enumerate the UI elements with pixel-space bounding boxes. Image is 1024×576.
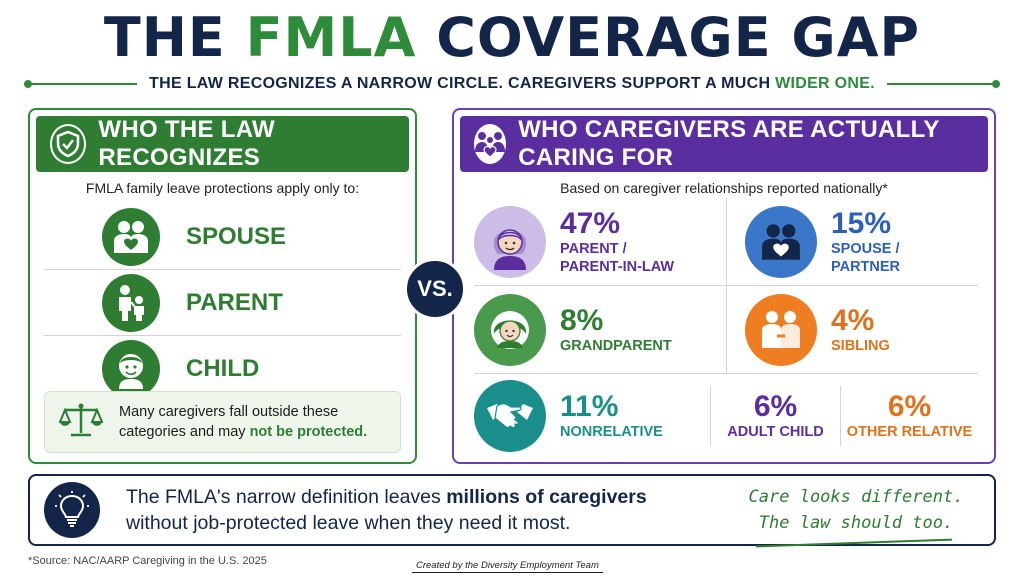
actual-care-panel: WHO CAREGIVERS ARE ACTUALLY CARING FOR B… [452, 108, 996, 464]
stat-relation: OTHER RELATIVE [846, 424, 973, 440]
stat-text: 8% GRANDPARENT [560, 303, 672, 355]
stat-relation: SIBLING [831, 337, 890, 354]
actual-care-header: WHO CAREGIVERS ARE ACTUALLY CARING FOR [460, 116, 988, 172]
stat-percent: 6% [887, 390, 932, 423]
stat-percent: 11% [560, 390, 619, 423]
stats-row: 47% PARENT / PARENT-IN-LAW 15% SPOUSE / … [474, 198, 978, 286]
handshake-icon [474, 380, 546, 452]
banner-message: The FMLA's narrow definition leaves mill… [126, 486, 647, 534]
shield-check-icon [50, 124, 87, 164]
divider-left [23, 80, 138, 88]
elder-woman-icon [474, 205, 546, 278]
stat-text: 4% SIBLING [831, 303, 890, 355]
source-note: *Source: NAC/AARP Caregiving in the U.S.… [28, 555, 267, 567]
stats-row: 8% GRANDPARENT 4% SIBLING [474, 286, 978, 374]
stat-percent: 6% [753, 390, 798, 423]
stat-relation: PARENT-IN-LAW [560, 258, 675, 275]
law-intro: FMLA family leave protections apply only… [85, 180, 360, 196]
tagline-underline [756, 538, 952, 548]
stat-nonrelative: 11% NONRELATIVE [474, 374, 710, 458]
lightbulb-icon [44, 482, 100, 538]
subtitle: THE LAW RECOGNIZES A NARROW CIRCLE. CARE… [149, 75, 875, 92]
stat-relation: ADULT CHILD [727, 424, 824, 440]
couple-heart-icon [102, 207, 160, 266]
grandparent-icon [474, 293, 546, 366]
tagline-line: Care looks different. [748, 487, 964, 507]
stat-text: 47% PARENT / PARENT-IN-LAW [560, 206, 675, 276]
stat-relation: PARENT / [560, 240, 627, 257]
stat-percent: 4% [831, 303, 875, 337]
law-recognizes-panel: WHO THE LAW RECOGNIZES FMLA family leave… [28, 108, 417, 464]
vs-badge: VS. [404, 258, 466, 320]
law-item-label: PARENT [186, 288, 283, 316]
law-item-label: SPOUSE [186, 222, 287, 250]
law-recognizes-title: WHO THE LAW RECOGNIZES [98, 116, 275, 171]
stat-percent: 47% [560, 206, 621, 240]
stat-parent: 47% PARENT / PARENT-IN-LAW [474, 198, 726, 285]
law-category-list: SPOUSE PARENT CHILD [44, 204, 401, 402]
stat-relation: GRANDPARENT [560, 337, 672, 354]
bottom-banner: The FMLA's narrow definition leaves mill… [28, 474, 996, 548]
page-title: THE FMLA COVERAGE GAP [103, 6, 921, 69]
siblings-icon [745, 293, 817, 366]
stat-spouse: 15% SPOUSE / PARTNER [726, 198, 978, 285]
law-item-child: CHILD [44, 336, 401, 402]
law-item-parent: PARENT [44, 270, 401, 336]
actual-care-title: WHO CAREGIVERS ARE ACTUALLY CARING FOR [518, 116, 940, 171]
stat-relation: SPOUSE / [831, 240, 900, 257]
subtitle-row: THE LAW RECOGNIZES A NARROW CIRCLE. CARE… [23, 72, 1001, 96]
tagline-line: The law should too. [758, 513, 954, 533]
parent-child-icon [102, 273, 160, 332]
stats-row: 11% NONRELATIVE 6% ADULT CHILD 6% OTHER … [474, 374, 978, 458]
not-protected-note: Many caregivers fall outside these categ… [44, 391, 401, 453]
couple-heart-icon [745, 205, 817, 278]
child-icon [102, 340, 160, 398]
stat-relation: PARTNER [831, 258, 901, 275]
stat-percent: 15% [831, 206, 892, 240]
stat-sibling: 4% SIBLING [726, 286, 978, 373]
scales-icon [58, 402, 104, 443]
note-text: Many caregivers fall outside these categ… [119, 404, 368, 440]
stat-grandparent: 8% GRANDPARENT [474, 286, 726, 373]
stat-text: 11% NONRELATIVE [560, 391, 663, 441]
family-heart-icon [474, 124, 507, 164]
law-item-label: CHILD [186, 355, 260, 382]
stat-other-relative: 6% OTHER RELATIVE [840, 386, 978, 446]
tagline: Care looks different. The law should too… [746, 484, 966, 548]
stat-percent: 8% [560, 303, 604, 337]
divider-right [886, 80, 1001, 88]
credit-line: Created by the Diversity Employment Team [412, 560, 603, 573]
stat-adult-child: 6% ADULT CHILD [710, 386, 840, 446]
law-recognizes-header: WHO THE LAW RECOGNIZES [36, 116, 409, 172]
law-item-spouse: SPOUSE [44, 204, 401, 270]
stat-text: 15% SPOUSE / PARTNER [831, 206, 901, 276]
stat-relation: NONRELATIVE [560, 424, 663, 440]
actual-care-intro: Based on caregiver relationships reporte… [560, 180, 888, 196]
